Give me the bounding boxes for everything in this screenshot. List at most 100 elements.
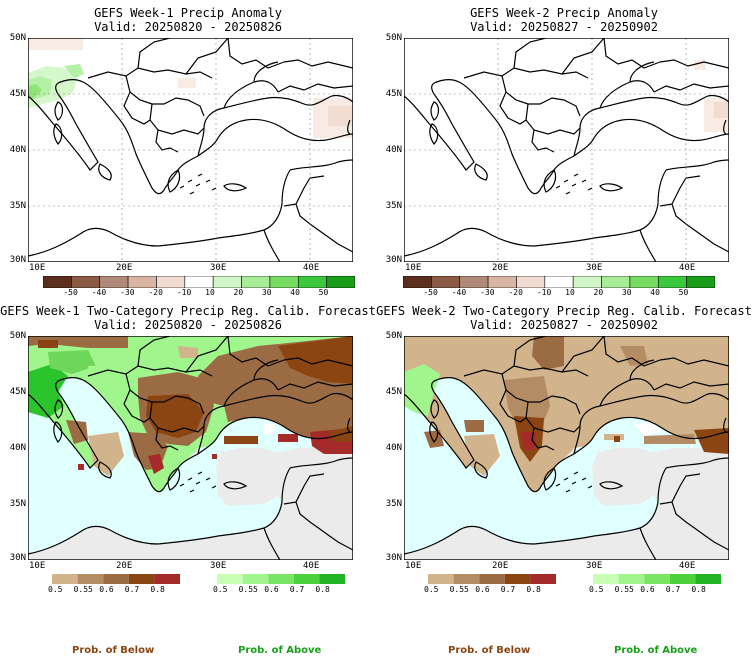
- coastlines-south: [28, 399, 353, 560]
- colorbar-label: 0.7: [289, 585, 305, 594]
- probability-land-shading: [404, 336, 729, 492]
- colorbar-label: 30: [261, 288, 272, 297]
- colorbar-segment: [217, 574, 243, 584]
- colorbar-label: -50: [423, 288, 438, 297]
- above-colorbar-labels: 0.5 0.55 0.6 0.7 0.8: [205, 585, 355, 595]
- colorbar-segment: [487, 276, 517, 288]
- prob-above-label: Prob. of Above: [238, 645, 322, 656]
- colorbar-segment: [459, 276, 489, 288]
- lon-tick: 30E: [210, 263, 227, 273]
- lon-tick: 40E: [303, 561, 320, 571]
- lon-tick: 10E: [405, 561, 422, 571]
- colorbar-label: -10: [176, 288, 192, 297]
- colorbar-label: -50: [63, 288, 78, 297]
- lat-tick: 45N: [385, 387, 402, 397]
- lat-tick: 30N: [385, 255, 402, 265]
- colorbar-segment: [530, 574, 556, 584]
- prob-below-label: Prob. of Below: [448, 645, 531, 656]
- colorbar-segment: [601, 276, 631, 288]
- colorbar-segment: [326, 276, 355, 288]
- lat-tick: 50N: [9, 33, 26, 43]
- colorbar-segment: [593, 574, 619, 584]
- coastlines-south: [404, 399, 729, 560]
- week1-probability-panel: GEFS Week-1 Two-Category Precip Reg. Cal…: [0, 298, 376, 598]
- colorbar-segment: [686, 276, 715, 288]
- colorbar-label: 0.5: [48, 585, 63, 594]
- lat-tick: 30N: [9, 553, 26, 563]
- colorbar-label: 30: [621, 288, 632, 297]
- gridlines: [28, 38, 353, 262]
- above-probability-colorbar: [217, 574, 345, 584]
- colorbar-segment: [77, 574, 104, 584]
- anomaly-colorbar-labels: -50 -40 -30 -20 -10 10 20 30 40 50: [403, 288, 715, 298]
- lon-tick: 10E: [29, 263, 46, 273]
- lat-tick: 35N: [9, 499, 26, 509]
- colorbar-segment: [127, 276, 157, 288]
- anomaly-colorbar: [43, 276, 355, 288]
- country-borders: [404, 38, 729, 195]
- lat-tick: 40N: [385, 443, 402, 453]
- colorbar-label: 0.6: [640, 585, 655, 594]
- colorbar-label: 0.5: [589, 585, 604, 594]
- colorbar-label: 0.7: [665, 585, 681, 594]
- colorbar-label: 0.55: [238, 585, 258, 594]
- lon-tick: 20E: [492, 561, 509, 571]
- lon-tick: 30E: [586, 561, 603, 571]
- prob-below-label: Prob. of Below: [72, 645, 155, 656]
- coastlines-south: [28, 101, 353, 262]
- below-colorbar-labels: 0.5 0.55 0.6 0.7 0.8: [40, 585, 190, 595]
- colorbar-segment: [52, 574, 78, 584]
- colorbar-label: 40: [290, 288, 300, 297]
- colorbar-segment: [695, 574, 721, 584]
- lat-tick: 35N: [9, 201, 26, 211]
- colorbar-label: 10: [205, 288, 215, 297]
- lat-tick: 50N: [385, 331, 402, 341]
- colorbar-segment: [572, 276, 602, 288]
- country-borders: [28, 38, 353, 195]
- colorbar-label: 0.6: [99, 585, 114, 594]
- colorbar-segment: [657, 276, 687, 288]
- colorbar-segment: [242, 574, 269, 584]
- colorbar-label: 10: [565, 288, 575, 297]
- colorbar-segment: [431, 276, 461, 288]
- anomaly-colorbar-labels: -50 -40 -30 -20 -10 10 20 30 40 50: [43, 288, 355, 298]
- lon-tick: 30E: [586, 263, 603, 273]
- colorbar-segment: [453, 574, 480, 584]
- above-colorbar-labels: 0.5 0.55 0.6 0.7 0.8: [581, 585, 731, 595]
- colorbar-segment: [516, 276, 546, 288]
- panel-title: GEFS Week-2 Precip Anomaly: [470, 6, 658, 20]
- colorbar-label: 0.7: [124, 585, 140, 594]
- colorbar-segment: [156, 276, 186, 288]
- colorbar-label: -20: [508, 288, 523, 297]
- lat-tick: 45N: [9, 387, 26, 397]
- anomaly-shading: [28, 38, 353, 138]
- lat-tick: 50N: [9, 331, 26, 341]
- colorbar-segment: [43, 276, 72, 288]
- week1-anomaly-map: [28, 38, 353, 262]
- lat-tick: 30N: [385, 553, 402, 563]
- lat-tick: 40N: [385, 145, 402, 155]
- colorbar-segment: [99, 276, 129, 288]
- lat-tick: 50N: [385, 33, 402, 43]
- colorbar-segment: [618, 574, 645, 584]
- colorbar-segment: [403, 276, 432, 288]
- lat-tick: 35N: [385, 499, 402, 509]
- colorbar-segment: [103, 574, 129, 584]
- colorbar-label: 0.5: [424, 585, 439, 594]
- colorbar-segment: [71, 276, 101, 288]
- colorbar-label: 0.55: [73, 585, 93, 594]
- colorbar-label: 0.8: [150, 585, 165, 594]
- below-colorbar-labels: 0.5 0.55 0.6 0.7 0.8: [416, 585, 566, 595]
- panel-valid-dates: Valid: 20250827 - 20250902: [470, 318, 658, 332]
- colorbar-label: 20: [233, 288, 244, 297]
- colorbar-segment: [504, 574, 531, 584]
- colorbar-segment: [269, 276, 299, 288]
- above-probability-colorbar: [593, 574, 721, 584]
- gridlines: [404, 38, 729, 262]
- lat-tick: 45N: [385, 89, 402, 99]
- colorbar-label: 40: [650, 288, 660, 297]
- lon-tick: 40E: [679, 561, 696, 571]
- week2-probability-panel: GEFS Week-2 Two-Category Precip Reg. Cal…: [376, 298, 752, 598]
- colorbar-label: 0.6: [264, 585, 279, 594]
- colorbar-label: 50: [678, 288, 689, 297]
